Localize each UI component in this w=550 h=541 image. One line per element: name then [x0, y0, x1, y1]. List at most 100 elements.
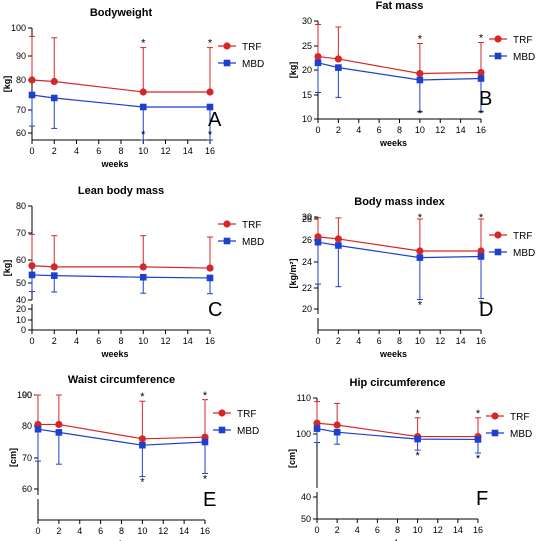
significance-marker: * [141, 129, 146, 141]
legend-marker-trf [223, 42, 231, 50]
y-tick-label: 15 [302, 90, 312, 100]
x-tick-label: 0 [29, 336, 34, 346]
significance-marker: * [415, 408, 420, 420]
significance-marker: * [141, 38, 146, 50]
data-point-mbd [474, 436, 482, 443]
significance-marker: * [479, 108, 484, 120]
y-tick-label: 50 [301, 514, 311, 524]
data-point-trf [138, 435, 146, 443]
x-tick-label: 10 [415, 125, 425, 135]
x-tick-label: 12 [160, 336, 170, 346]
significance-marker: * [476, 408, 481, 420]
x-tick-label: 2 [56, 526, 61, 536]
significance-marker: * [203, 474, 208, 486]
y-axis-label: [kg] [288, 62, 298, 79]
legend-marker-trf [491, 412, 499, 420]
significance-marker: * [479, 299, 484, 311]
x-tick-label: 8 [395, 525, 400, 535]
data-point-mbd [313, 425, 321, 432]
legend-marker-trf [223, 220, 231, 228]
y-tick-label: 110 [297, 393, 311, 403]
y-tick-label: 26 [302, 235, 312, 245]
x-tick-label: 4 [356, 125, 361, 135]
series-line-trf [31, 265, 211, 269]
legend-marker-trf [494, 35, 502, 43]
y-tick-label: 22 [302, 283, 312, 293]
y-tick-label: 50 [16, 278, 26, 288]
data-point-mbd [416, 254, 424, 261]
x-tick-label: 12 [435, 125, 445, 135]
panel-letter: C [208, 299, 222, 321]
x-tick-label: 6 [98, 526, 103, 536]
data-point-trf [334, 235, 342, 243]
data-point-mbd [139, 103, 147, 111]
x-axis-label: weeks [100, 159, 128, 169]
significance-marker: * [140, 391, 145, 403]
significance-marker: * [418, 34, 423, 46]
legend-label-trf: TRF [513, 231, 532, 242]
data-point-mbd [477, 75, 485, 82]
data-point-mbd [416, 76, 424, 84]
y-tick-label: 40 [16, 295, 26, 305]
panel-letter: F [476, 488, 488, 510]
data-point-mbd [206, 103, 214, 111]
chart-title: Waist circumference [68, 374, 175, 386]
y-tick-label: 28 [302, 214, 312, 224]
data-point-trf [477, 68, 485, 77]
y-axis-label: [kg] [2, 76, 12, 93]
series-line-mbd [316, 428, 479, 441]
x-tick-label: 2 [52, 336, 57, 346]
x-tick-label: 4 [356, 336, 361, 346]
chart-panel-f: Hip circumference 40 50 100 110 0 2 4 6 8 10 12 14 16… [287, 377, 532, 541]
series-trf [28, 35, 214, 96]
series-mbd [313, 425, 482, 454]
x-tick-label: 6 [96, 146, 101, 156]
legend-label-mbd: MBD [237, 426, 259, 437]
series-line-mbd [37, 428, 206, 446]
data-point-trf [50, 263, 58, 271]
x-tick-label: 2 [336, 336, 341, 346]
x-tick-label: 16 [205, 336, 215, 346]
legend-label-mbd: MBD [513, 52, 535, 63]
chart-title: Body mass index [354, 196, 445, 208]
x-tick-label: 10 [415, 336, 425, 346]
legend-label-mbd: MBD [510, 429, 532, 440]
x-tick-label: 16 [476, 336, 486, 346]
data-point-trf [206, 264, 214, 272]
x-tick-label: 14 [456, 125, 466, 135]
legend-marker-mbd [494, 52, 502, 60]
y-tick-label: 24 [302, 257, 312, 267]
data-point-mbd [314, 238, 322, 246]
data-point-trf [55, 420, 63, 429]
chart-panel-b: Fat mass 10 15 20 25 30 0 2 4 6 8 10 12 14 16 weeks [kg]… [288, 0, 535, 148]
data-point-trf [334, 55, 342, 63]
x-tick-label: 6 [96, 336, 101, 346]
x-tick-label: 10 [413, 525, 423, 535]
data-point-trf [28, 262, 36, 270]
significance-marker: * [208, 38, 213, 50]
data-point-mbd [477, 253, 485, 260]
legend-marker-mbd [491, 429, 499, 437]
x-tick-label: 0 [314, 525, 319, 535]
y-tick-label: 30 [302, 212, 312, 222]
significance-marker: * [208, 129, 213, 141]
series-line-trf [31, 79, 210, 93]
data-point-mbd [139, 273, 147, 281]
series-mbd [28, 271, 214, 295]
legend-label-trf: TRF [237, 409, 256, 420]
y-tick-label: 20 [302, 65, 312, 75]
legend-marker-mbd [494, 248, 502, 256]
data-point-trf [314, 52, 322, 61]
data-point-mbd [28, 91, 36, 99]
series-line-mbd [317, 241, 482, 259]
x-tick-label: 0 [35, 526, 40, 536]
x-tick-label: 0 [29, 146, 34, 156]
y-tick-label: 10 [302, 114, 312, 124]
x-tick-label: 8 [118, 146, 123, 156]
legend-label-mbd: MBD [242, 237, 264, 248]
y-axis-label: [cm] [287, 449, 297, 468]
data-point-mbd [333, 428, 341, 436]
series-mbd [314, 238, 485, 301]
x-tick-label: 2 [52, 146, 57, 156]
significance-marker: * [418, 212, 423, 224]
